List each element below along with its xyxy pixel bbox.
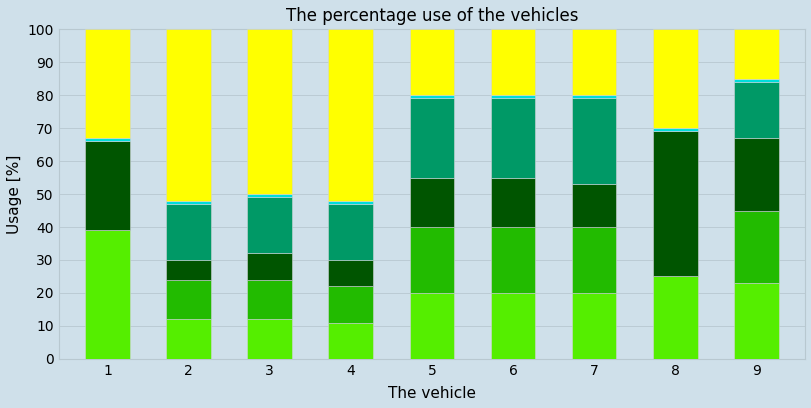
Bar — [571, 184, 616, 227]
Bar — [247, 319, 292, 359]
Bar — [85, 29, 130, 138]
Bar — [328, 286, 372, 323]
Bar — [490, 293, 534, 359]
Bar — [247, 280, 292, 319]
Bar — [733, 79, 778, 82]
Bar — [490, 177, 534, 227]
Bar — [247, 253, 292, 280]
Bar — [409, 29, 453, 95]
Bar — [409, 177, 453, 227]
Bar — [490, 98, 534, 177]
Bar — [328, 204, 372, 260]
Bar — [571, 29, 616, 95]
Bar — [490, 227, 534, 293]
Bar — [166, 29, 211, 201]
Bar — [652, 277, 697, 359]
Bar — [409, 95, 453, 98]
Bar — [652, 29, 697, 128]
Bar — [328, 323, 372, 359]
Bar — [733, 29, 778, 79]
Bar — [733, 138, 778, 211]
Bar — [247, 29, 292, 194]
Bar — [247, 197, 292, 253]
Bar — [652, 131, 697, 277]
Bar — [166, 280, 211, 319]
Bar — [733, 283, 778, 359]
Bar — [328, 260, 372, 286]
Bar — [85, 141, 130, 231]
Bar — [166, 204, 211, 260]
Bar — [166, 260, 211, 280]
Bar — [652, 128, 697, 131]
Bar — [166, 201, 211, 204]
Bar — [85, 138, 130, 141]
Bar — [571, 95, 616, 98]
Bar — [490, 29, 534, 95]
X-axis label: The vehicle: The vehicle — [388, 386, 475, 401]
Bar — [571, 227, 616, 293]
Bar — [328, 201, 372, 204]
Bar — [733, 211, 778, 283]
Bar — [166, 319, 211, 359]
Bar — [571, 98, 616, 184]
Bar — [733, 82, 778, 138]
Title: The percentage use of the vehicles: The percentage use of the vehicles — [285, 7, 577, 25]
Bar — [409, 98, 453, 177]
Y-axis label: Usage [%]: Usage [%] — [7, 154, 22, 234]
Bar — [571, 293, 616, 359]
Bar — [85, 231, 130, 359]
Bar — [328, 29, 372, 201]
Bar — [409, 293, 453, 359]
Bar — [490, 95, 534, 98]
Bar — [247, 194, 292, 197]
Bar — [409, 227, 453, 293]
